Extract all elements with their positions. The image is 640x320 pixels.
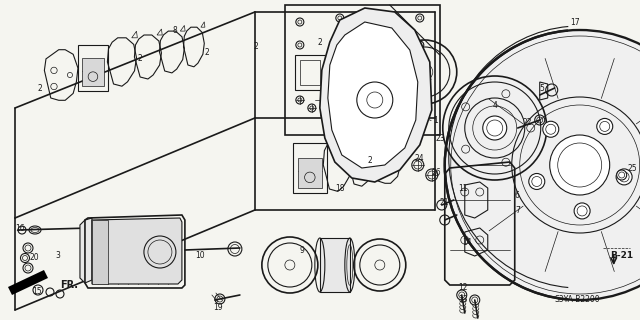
Text: 7: 7 — [515, 205, 520, 214]
Text: 2: 2 — [138, 53, 143, 62]
Text: B-21: B-21 — [610, 251, 633, 260]
Polygon shape — [82, 59, 104, 86]
Text: 1: 1 — [433, 116, 438, 124]
Text: 8: 8 — [173, 26, 177, 35]
Text: 21: 21 — [440, 197, 449, 206]
Circle shape — [483, 116, 507, 140]
Polygon shape — [8, 270, 48, 295]
Text: 26: 26 — [432, 167, 442, 177]
Circle shape — [543, 121, 559, 137]
Polygon shape — [328, 22, 418, 168]
Text: 10: 10 — [195, 252, 205, 260]
Text: 2: 2 — [205, 47, 210, 57]
Circle shape — [445, 30, 640, 300]
Circle shape — [574, 203, 590, 219]
Text: 17: 17 — [570, 18, 580, 27]
Text: 16: 16 — [15, 223, 24, 233]
Text: 11: 11 — [458, 183, 467, 193]
Circle shape — [529, 173, 545, 189]
Text: 23: 23 — [435, 133, 445, 142]
Circle shape — [617, 170, 627, 180]
Text: 18: 18 — [335, 183, 344, 193]
Text: 20: 20 — [30, 253, 40, 262]
Text: 4: 4 — [492, 100, 497, 109]
Text: 14: 14 — [462, 237, 472, 246]
Text: 25: 25 — [628, 164, 637, 172]
Text: 19: 19 — [213, 303, 223, 313]
Polygon shape — [298, 158, 322, 188]
Polygon shape — [320, 238, 350, 292]
Text: 24: 24 — [415, 154, 424, 163]
Text: 6: 6 — [515, 190, 520, 199]
Polygon shape — [80, 218, 92, 283]
Polygon shape — [92, 218, 182, 284]
Circle shape — [596, 118, 612, 134]
Text: 2: 2 — [254, 42, 259, 51]
Text: 15: 15 — [32, 287, 42, 297]
Polygon shape — [320, 8, 432, 182]
Circle shape — [616, 169, 632, 185]
Circle shape — [550, 135, 610, 195]
Polygon shape — [92, 220, 108, 284]
Text: FR.: FR. — [60, 280, 78, 290]
Bar — [285, 5, 440, 135]
Text: 5: 5 — [540, 84, 544, 92]
Text: 2: 2 — [318, 37, 323, 46]
Text: 3: 3 — [55, 251, 60, 260]
Text: 9: 9 — [300, 245, 304, 254]
Text: S3YA-B2200: S3YA-B2200 — [555, 295, 600, 305]
Text: 2: 2 — [367, 156, 372, 164]
Text: 2: 2 — [38, 84, 43, 92]
Text: 22: 22 — [523, 117, 532, 126]
Text: 13: 13 — [458, 295, 467, 305]
Text: 12: 12 — [458, 284, 467, 292]
